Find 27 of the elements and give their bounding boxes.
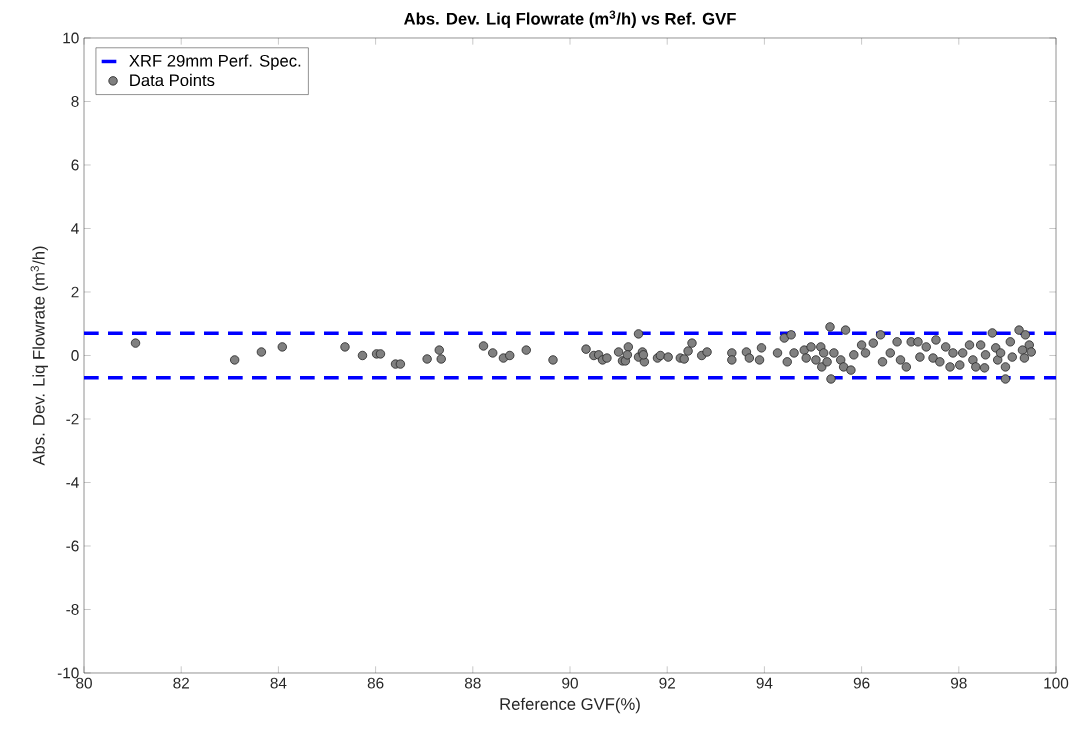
y-tick-label: -6 bbox=[66, 540, 79, 552]
x-tick-label: 86 bbox=[367, 677, 384, 689]
y-axis-title: Abs. Dev. Liq Flowrate (m$^{3}$/h) bbox=[30, 246, 48, 466]
x-tick-label: 94 bbox=[756, 677, 773, 689]
x-tick-label: 98 bbox=[950, 677, 967, 689]
y-tick-label: -4 bbox=[66, 477, 79, 488]
y-tick-label: -8 bbox=[66, 604, 79, 615]
legend-label: XRF 29mm Perf. Spec. bbox=[129, 54, 301, 70]
y-tick-label: 10 bbox=[63, 32, 79, 44]
x-tick-label: 90 bbox=[562, 677, 578, 689]
x-tick-label: 80 bbox=[76, 677, 92, 689]
legend-label: Data Points bbox=[130, 73, 215, 87]
y-tick-label: 6 bbox=[71, 159, 79, 171]
x-tick-label: 84 bbox=[270, 677, 287, 689]
x-axis-title: Reference GVF(%) bbox=[500, 697, 640, 714]
y-tick-label: 0 bbox=[71, 350, 79, 361]
y-tick-label: 4 bbox=[71, 223, 79, 234]
y-tick-label: 8 bbox=[71, 96, 79, 107]
x-tick-label: 88 bbox=[464, 677, 481, 689]
y-tick-label: -10 bbox=[57, 667, 79, 679]
x-tick-label: 92 bbox=[659, 677, 675, 689]
x-tick-label: 82 bbox=[173, 677, 189, 689]
y-tick-label: -2 bbox=[66, 413, 79, 425]
x-tick-label: 100 bbox=[1044, 677, 1069, 689]
chart-title: Abs. Dev. Liq Flowrate (m$^{3}$/h) vs Ref. GVF bbox=[404, 10, 736, 28]
y-tick-label: 2 bbox=[71, 286, 79, 298]
x-tick-label: 96 bbox=[853, 677, 870, 689]
